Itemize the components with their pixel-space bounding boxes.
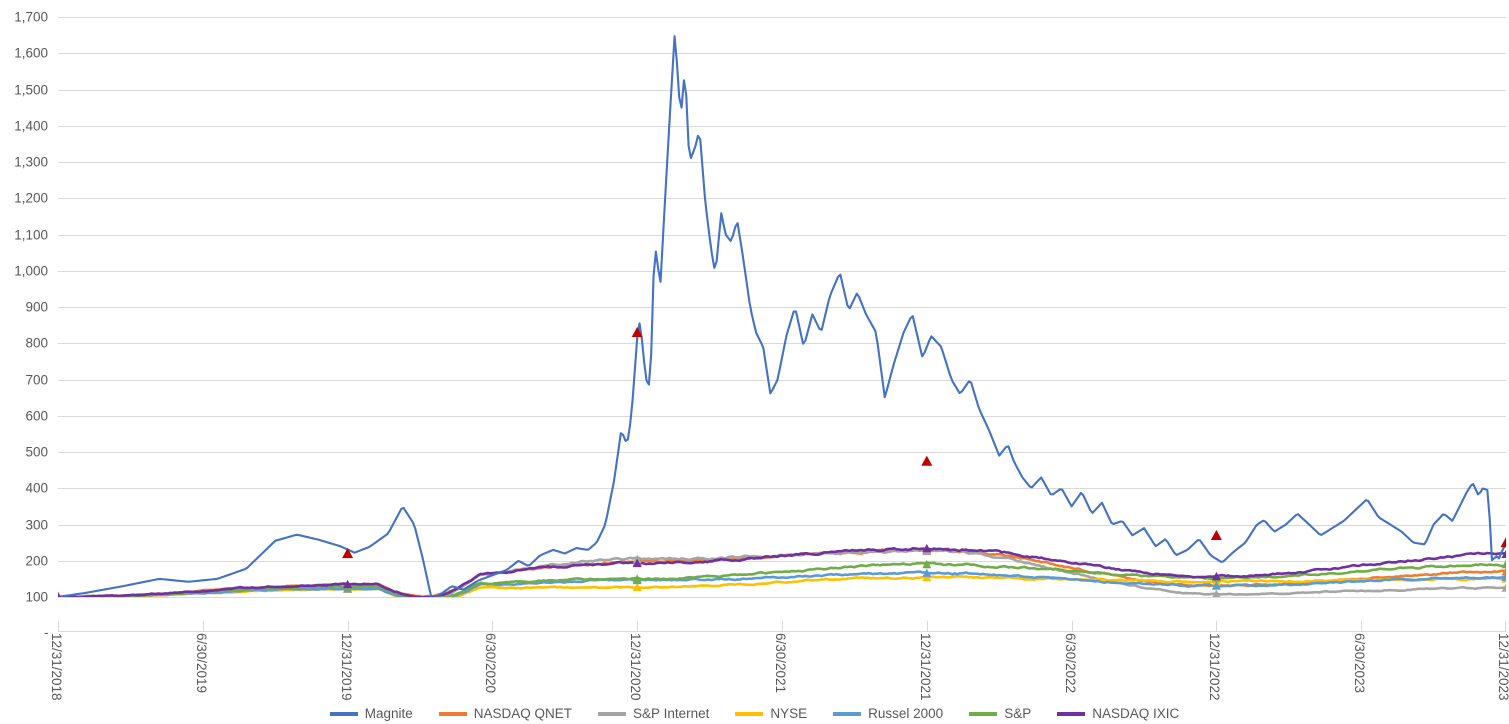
y-axis-tick-label: 800 [25, 335, 48, 351]
legend-color-swatch [969, 712, 998, 716]
y-axis-tick-label: 600 [25, 408, 48, 423]
gridline [58, 415, 1506, 417]
x-axis-tick-label: 12/31/2020 [628, 633, 644, 701]
legend-item[interactable]: NYSE [735, 707, 807, 721]
y-axis-tick-label: 900 [25, 299, 48, 315]
x-axis-tickmark [1361, 621, 1363, 631]
legend-item[interactable]: NASDAQ IXIC [1057, 707, 1179, 721]
y-axis-tick-label: 100 [25, 589, 48, 605]
legend-item[interactable]: Russel 2000 [833, 707, 943, 721]
legend-color-swatch [833, 712, 862, 716]
x-axis-tickmark [1071, 621, 1073, 631]
series-lines [58, 35, 1506, 597]
legend-color-swatch [598, 712, 627, 716]
legend-color-swatch [735, 712, 764, 716]
y-axis-tick-label: 1,200 [14, 190, 48, 206]
y-axis-tick-label: 1,000 [14, 263, 48, 278]
gridline [58, 560, 1506, 562]
y-axis-tick-label: 400 [25, 480, 48, 496]
x-axis-tick-label: 12/31/2018 [49, 633, 64, 701]
gridline [58, 125, 1506, 127]
legend-label: Magnite [364, 706, 413, 722]
x-axis-tick-label: 6/30/2023 [1352, 633, 1368, 694]
gridline [58, 89, 1506, 91]
legend-color-swatch [1057, 712, 1086, 716]
gridline [58, 162, 1506, 163]
x-axis-tick-label: 12/31/2019 [338, 633, 354, 701]
x-axis-tickmark [492, 621, 494, 631]
legend-item[interactable]: S&P Internet [598, 707, 709, 721]
y-axis-tick-label: 1,600 [14, 45, 48, 61]
y-axis-tick-label: 1,100 [14, 226, 48, 242]
series-line [58, 35, 1506, 597]
x-axis-tick-label: 6/30/2019 [193, 633, 209, 694]
gridline [58, 343, 1506, 345]
x-axis-tickmark [1505, 621, 1506, 631]
x-axis-tickmark [202, 621, 204, 631]
gridlines [58, 17, 1506, 598]
y-axis-tick-label: 300 [25, 516, 48, 532]
x-axis-tickmark [926, 621, 928, 631]
y-axis-tick-label: 500 [25, 444, 48, 460]
gridline [58, 198, 1506, 200]
plot-area [58, 17, 1506, 598]
chart-legend: Magnite NASDAQ QNET S&P Internet NYSE Russel… [0, 704, 1509, 724]
gridline [58, 597, 1506, 598]
x-axis-tickmarks [58, 621, 1506, 631]
y-axis: 100 200 300 400 500 600 700 800 900 1,000 1,100 1,2… [0, 0, 58, 603]
legend-label: Russel 2000 [868, 706, 944, 722]
y-axis-tick-label: 700 [25, 371, 48, 387]
legend-label: NASDAQ QNET [473, 706, 573, 722]
legend-item[interactable]: S&P [969, 707, 1031, 721]
legend-item[interactable]: NASDAQ QNET [438, 706, 573, 722]
x-axis-tickmark [58, 621, 59, 631]
legend-color-swatch [329, 712, 358, 716]
x-axis-zero-label: - [44, 625, 49, 640]
x-axis-tick-label: 6/30/2021 [773, 633, 788, 694]
x-axis-line [58, 631, 1506, 632]
legend-label: NASDAQ IXIC [1092, 706, 1180, 722]
y-axis-tick-label: 1,400 [14, 118, 48, 133]
y-axis-tick-label: 1,700 [14, 9, 48, 25]
x-axis-tick-label: 6/30/2022 [1062, 633, 1078, 694]
gridline [58, 379, 1506, 381]
gridline [58, 524, 1506, 526]
x-axis-tickmark [1216, 621, 1218, 631]
gridline [58, 488, 1506, 490]
gridline [58, 452, 1506, 453]
legend-label: S&P Internet [633, 706, 710, 722]
x-axis-tick-label: 6/30/2020 [483, 633, 499, 694]
x-axis-tick-label: 12/31/2022 [1207, 633, 1223, 701]
y-axis-tick-label: 1,300 [14, 154, 48, 170]
legend-label: S&P [1004, 706, 1032, 722]
y-axis-tick-label: 200 [25, 553, 48, 568]
legend-color-swatch [438, 712, 467, 716]
gridline [58, 270, 1506, 272]
x-axis-tick-label: 12/31/2021 [917, 633, 933, 701]
gridline [58, 17, 1506, 18]
x-axis-tickmark [782, 621, 783, 631]
legend-label: NYSE [770, 706, 808, 722]
gridline [58, 234, 1506, 236]
x-axis-tickmark [347, 621, 349, 631]
y-axis-tick-label: 1,500 [14, 81, 48, 97]
gridline [58, 53, 1506, 55]
series-line [58, 546, 1506, 597]
x-axis-tickmark [637, 621, 639, 631]
gridline [58, 307, 1506, 308]
x-axis-tick-label: 12/31/2023 [1496, 633, 1509, 701]
legend-item[interactable]: Magnite [329, 706, 413, 722]
series-line [58, 570, 1506, 597]
